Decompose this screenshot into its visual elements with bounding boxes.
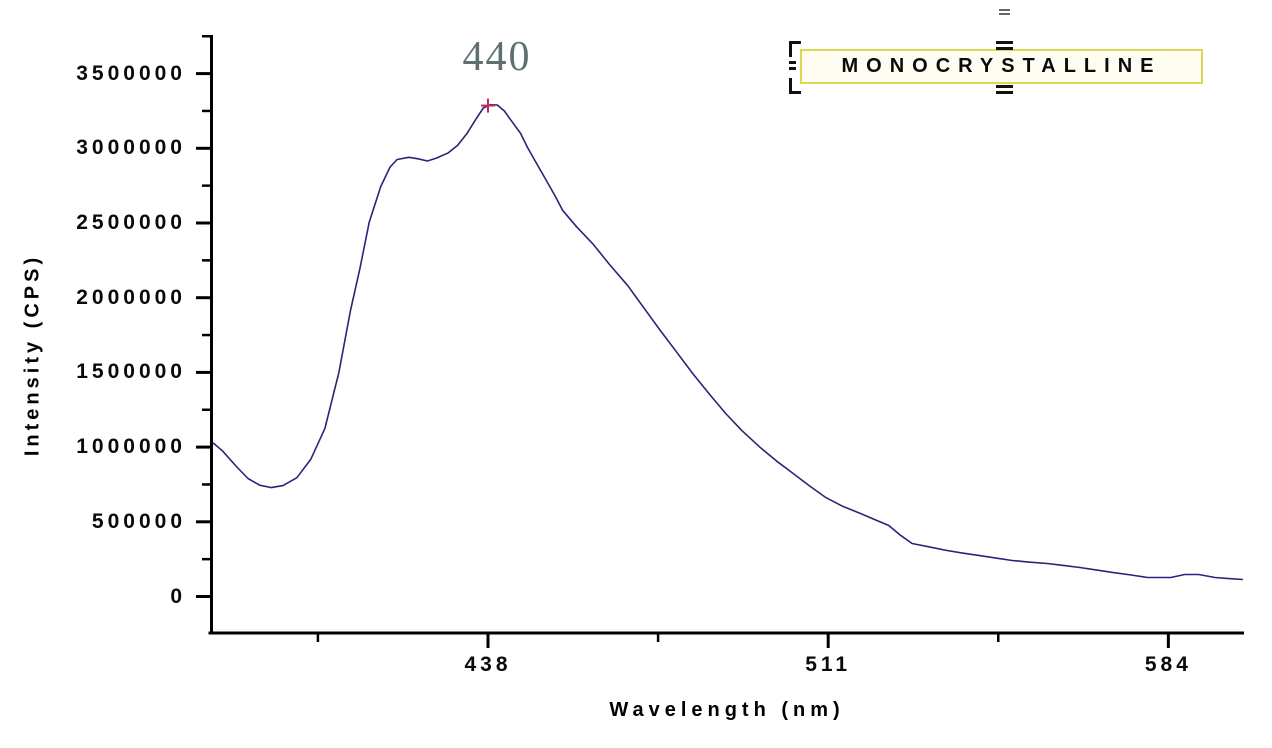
- x-tick-label: 584: [1144, 653, 1192, 676]
- y-tick-label: 3000000: [76, 136, 186, 160]
- y-tick-label: 3500000: [76, 61, 186, 85]
- y-tick-label: 2000000: [76, 285, 186, 309]
- spectrum-curve: [212, 103, 1243, 581]
- selection-handle-bottom-center[interactable]: [996, 85, 1013, 97]
- peak-annotation[interactable]: 440: [462, 34, 532, 80]
- y-tick-label: 1000000: [76, 435, 186, 459]
- legend-label: MONOCRYSTALLINE: [841, 55, 1162, 77]
- y-tick-label: 500000: [91, 509, 186, 533]
- y-tick-label: 2500000: [76, 211, 186, 234]
- x-tick-label: 438: [464, 653, 512, 676]
- selection-handle-top-left[interactable]: [789, 41, 801, 57]
- x-tick-label: 511: [805, 653, 852, 676]
- selection-handle-mid-left[interactable]: [789, 61, 796, 73]
- x-axis-title: Wavelength (nm): [609, 699, 845, 721]
- y-tick-label: 1500000: [76, 360, 186, 384]
- selection-handle-outer-top[interactable]: [999, 9, 1010, 17]
- y-axis-title: Intensity (CPS): [21, 253, 44, 457]
- selection-handle-top-center[interactable]: [996, 41, 1013, 53]
- legend-box[interactable]: MONOCRYSTALLINE: [800, 49, 1203, 84]
- selection-handle-bottom-left[interactable]: [789, 78, 801, 94]
- y-tick-label: 0: [170, 584, 186, 608]
